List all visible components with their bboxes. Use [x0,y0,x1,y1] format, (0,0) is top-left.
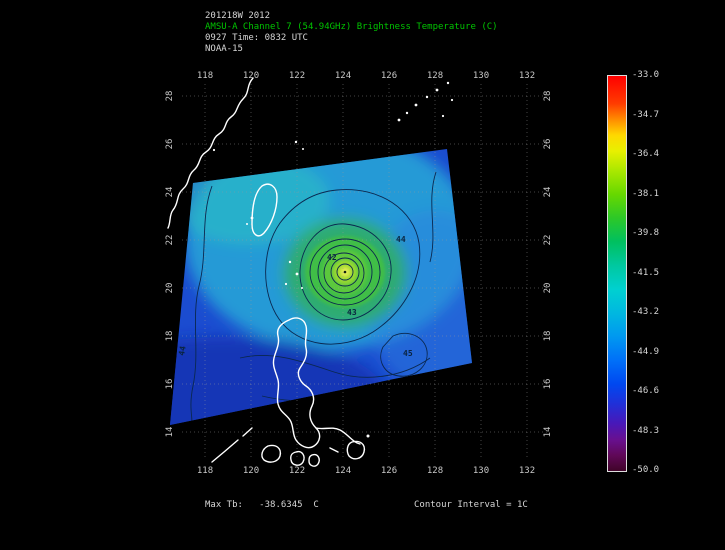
lat-tick-label: 18 [165,331,175,342]
colorbar-tick-label: -34.7 [632,110,660,120]
lat-tick-label: 14 [165,427,175,438]
lon-tick-label: 118 [197,466,213,476]
contour-label: 43 [347,308,357,317]
colorbar-tick-label: -50.0 [632,465,660,475]
time-line: 0927 Time: 0832 UTC [205,33,308,43]
lon-tick-label: 132 [519,71,535,81]
satellite-line: NOAA-15 [205,44,243,54]
palawan-coastline [211,427,253,463]
colorbar-tick-label: -39.8 [632,228,660,238]
colorbar-tick-label: -41.5 [632,268,660,278]
lat-tick-label: 24 [543,187,553,198]
lon-tick-label: 120 [243,466,259,476]
lon-tick-label: 124 [335,71,351,81]
lat-tick-label: 22 [543,235,553,246]
lat-tick-label: 22 [165,235,175,246]
contour-label: 44 [396,235,406,244]
taiwan-coastline [251,183,278,237]
colorbar-tick-label: -33.0 [632,70,660,80]
lon-tick-label: 120 [243,71,259,81]
lon-labels-top: 118 120 122 124 126 128 130 132 [197,71,535,81]
masbate-islet [329,447,339,453]
colorbar-tick-label: -38.1 [632,189,660,199]
lon-labels-bottom: 118 120 122 124 126 128 130 132 [197,466,535,476]
lon-tick-label: 130 [473,71,489,81]
lon-tick-label: 128 [427,71,443,81]
lat-tick-label: 26 [165,139,175,150]
lat-labels-left: 28 26 24 22 20 18 16 14 [165,91,175,438]
colorbar-tick-label: -36.4 [632,149,660,159]
lat-tick-label: 16 [543,379,553,390]
contour-lines [190,171,437,425]
lat-tick-label: 20 [543,283,553,294]
lat-labels-right: 28 26 24 22 20 18 16 14 [543,91,553,438]
coastal-islets [212,140,370,438]
storm-id-title: 201218W 2012 [205,11,271,21]
contour-label: 45 [403,349,413,358]
colorbar-gradient [607,75,627,472]
storm-center-dot [343,270,347,274]
lon-tick-label: 126 [381,71,397,81]
max-tb-readout: Max Tb: -38.6345 C [205,500,319,510]
lon-tick-label: 124 [335,466,351,476]
mindoro-coastline [261,444,282,463]
contour-interval-readout: Contour Interval = 1C [414,500,528,510]
lon-tick-label: 132 [519,466,535,476]
colorbar-tick-label: -44.9 [632,347,660,357]
luzon-coastline [272,317,321,449]
lat-tick-label: 28 [543,91,553,102]
lon-tick-label: 130 [473,466,489,476]
china-coastline [167,77,254,229]
lon-tick-label: 122 [289,466,305,476]
ryukyu-islands [397,81,454,122]
data-swath [170,149,472,425]
lat-tick-label: 28 [165,91,175,102]
contour-label: 44 [177,345,188,356]
coastlines [167,77,454,467]
lon-tick-label: 128 [427,466,443,476]
product-title: AMSU-A Channel 7 (54.94GHz) Brightness T… [205,22,498,32]
lat-tick-label: 18 [543,331,553,342]
visayas-coastlines [290,440,366,467]
lon-tick-label: 126 [381,466,397,476]
colorbar-tick-label: -43.2 [632,307,660,317]
lat-tick-label: 24 [165,187,175,198]
lon-tick-label: 118 [197,71,213,81]
lon-tick-label: 122 [289,71,305,81]
lat-tick-label: 16 [165,379,175,390]
colorbar-tick-label: -46.6 [632,386,660,396]
lat-tick-label: 26 [543,139,553,150]
colorbar-tick-label: -48.3 [632,426,660,436]
lat-tick-label: 14 [543,427,553,438]
swath-temperature-field [170,149,472,425]
contour-label: 42 [327,253,337,262]
contour-labels: 44 42 43 45 44 [177,235,413,358]
lat-tick-label: 20 [165,283,175,294]
